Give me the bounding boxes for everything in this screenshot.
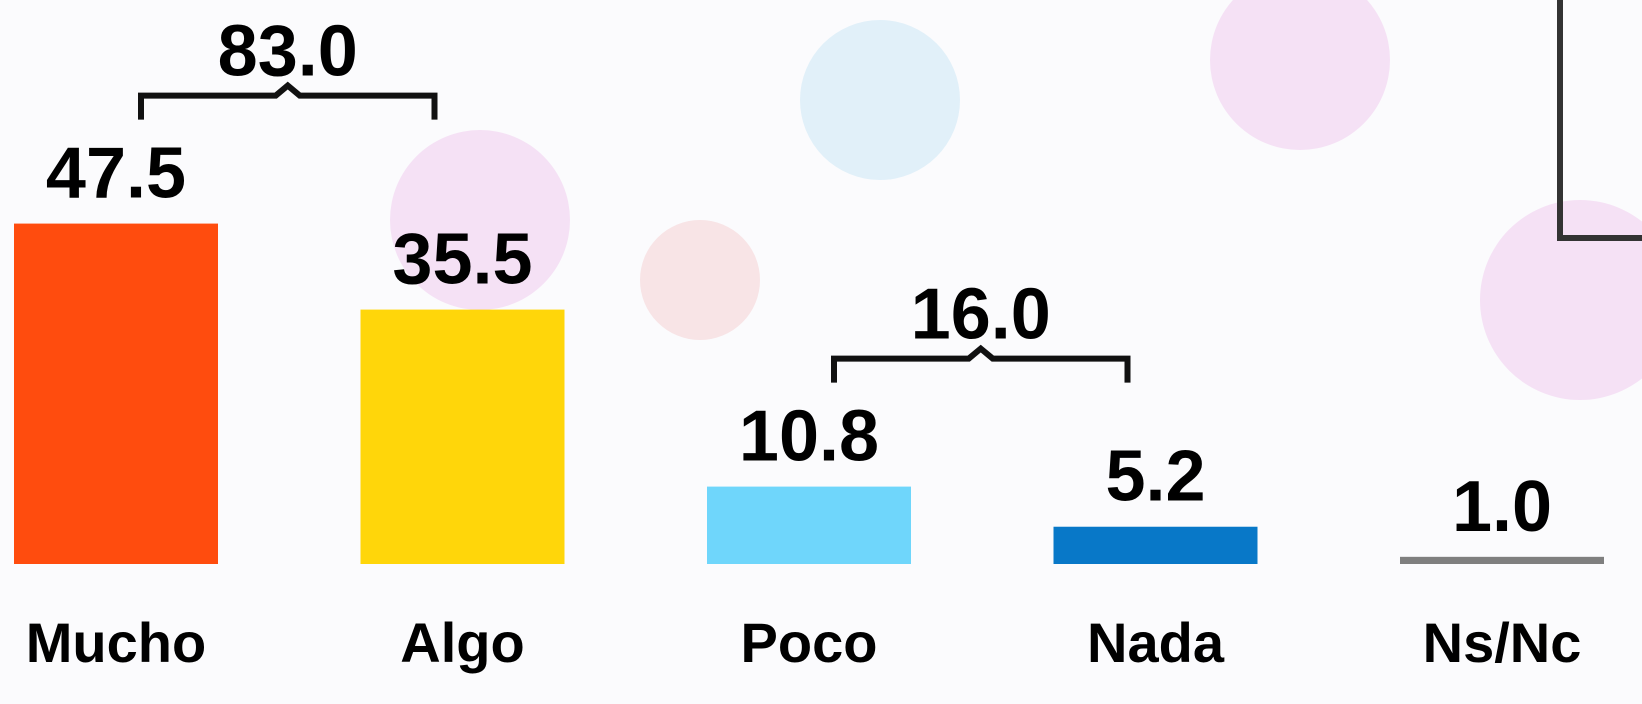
bracket	[831, 344, 1131, 383]
category-label: Mucho	[26, 611, 206, 674]
bracket-label: 83.0	[218, 12, 358, 92]
bar	[707, 486, 911, 564]
category-label: Ns/Nc	[1423, 611, 1582, 674]
category-label: Nada	[1087, 611, 1225, 674]
bar	[360, 309, 565, 564]
bar	[1400, 556, 1604, 564]
bar	[14, 223, 218, 565]
bar	[1053, 526, 1258, 564]
value-label: 5.2	[1105, 437, 1205, 517]
value-label: 47.5	[46, 134, 186, 214]
value-label: 35.5	[392, 220, 532, 300]
category-label: Poco	[741, 611, 878, 674]
category-label: Algo	[400, 611, 524, 674]
value-label: 10.8	[739, 397, 879, 477]
value-label: 1.0	[1452, 467, 1552, 547]
bracket	[138, 81, 438, 120]
bracket-label: 16.0	[911, 275, 1051, 355]
frame	[1557, 0, 1642, 241]
decoration	[390, 0, 1642, 400]
